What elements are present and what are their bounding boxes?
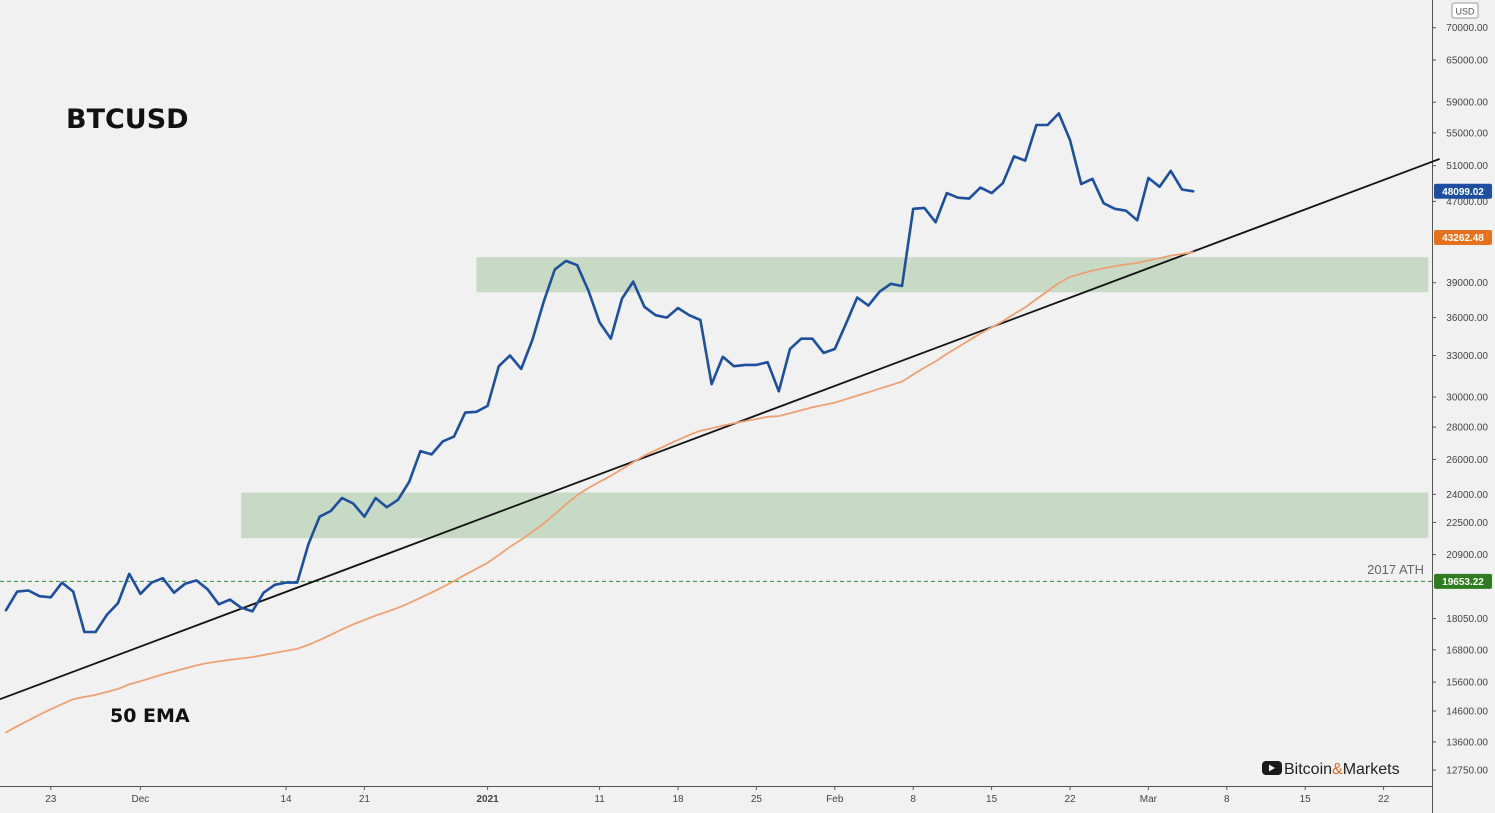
support-zones — [241, 257, 1429, 539]
price-tick-label: 24000.00 — [1446, 490, 1488, 501]
time-tick-label: 22 — [1064, 794, 1076, 805]
price-tick-label: 59000.00 — [1446, 98, 1488, 109]
price-tick-label: 30000.00 — [1446, 393, 1488, 404]
ema-label: 50 EMA — [110, 705, 190, 727]
time-tick-label: Feb — [826, 794, 844, 805]
price-tick-label: 55000.00 — [1446, 128, 1488, 139]
price-tick-label: 28000.00 — [1446, 423, 1488, 434]
symbol-title: BTCUSD — [66, 104, 189, 135]
ath-badge-label: 19653.22 — [1442, 577, 1484, 588]
play-triangle-icon — [1269, 764, 1275, 772]
time-axis-ticks: 23 Dec 14 21 2021 11 18 25 Feb 8 15 22 Mar 8 15 22 — [45, 786, 1390, 805]
plot-area[interactable] — [0, 0, 1432, 786]
time-tick-label: 8 — [1224, 794, 1230, 805]
support-zone-1[interactable] — [241, 492, 1429, 539]
currency-label: USD — [1455, 7, 1475, 17]
price-axis-ticks: 70000.00 65000.00 59000.00 55000.00 51000.00… — [1432, 23, 1488, 777]
price-tick-label: 39000.00 — [1446, 278, 1488, 289]
price-axis[interactable] — [1432, 0, 1495, 813]
price-tick-label: 26000.00 — [1446, 455, 1488, 466]
trendline[interactable] — [0, 158, 1440, 701]
currency-box[interactable]: USD — [1451, 2, 1479, 19]
price-tick-label: 70000.00 — [1446, 23, 1488, 34]
time-tick-label: 2021 — [476, 794, 499, 805]
price-tick-label: 47000.00 — [1446, 197, 1488, 208]
price-tick-label: 18050.00 — [1446, 614, 1488, 625]
time-tick-label: Mar — [1140, 794, 1158, 805]
time-tick-label: 8 — [910, 794, 916, 805]
time-tick-label: Dec — [132, 794, 150, 805]
trendline-group — [0, 158, 1440, 701]
price-tick-label: 51000.00 — [1446, 161, 1488, 172]
time-tick-label: 23 — [45, 794, 57, 805]
time-tick-label: 15 — [986, 794, 998, 805]
price-tick-label: 20900.00 — [1446, 550, 1488, 561]
price-tick-label: 33000.00 — [1446, 351, 1488, 362]
time-axis[interactable] — [0, 786, 1432, 813]
time-tick-label: 21 — [359, 794, 371, 805]
price-line[interactable] — [4, 112, 1195, 634]
support-zone-2[interactable] — [476, 257, 1429, 293]
price-tick-label: 36000.00 — [1446, 313, 1488, 324]
ema-badge[interactable]: 43262.48 — [1434, 229, 1492, 245]
time-tick-label: 25 — [751, 794, 763, 805]
price-series — [4, 112, 1195, 634]
time-tick-label: 14 — [280, 794, 292, 805]
price-tick-label: 13600.00 — [1446, 737, 1488, 748]
brand-name: Bitcoin&Markets — [1284, 761, 1400, 778]
brand-watermark: Bitcoin&Markets — [1262, 761, 1400, 778]
ema-line[interactable] — [5, 251, 1195, 734]
ema-badge-label: 43262.48 — [1442, 233, 1484, 244]
time-tick-label: 18 — [672, 794, 684, 805]
ath-badge[interactable]: 19653.22 — [1434, 573, 1492, 589]
price-tick-label: 15600.00 — [1446, 678, 1488, 689]
price-tick-label: 12750.00 — [1446, 766, 1488, 777]
time-tick-label: 11 — [594, 794, 605, 805]
price-tick-label: 65000.00 — [1446, 56, 1488, 67]
price-badge-label: 48099.02 — [1442, 187, 1484, 198]
time-tick-label: 15 — [1300, 794, 1312, 805]
price-tick-label: 16800.00 — [1446, 645, 1488, 656]
price-badges: 48099.02 43262.48 19653.22 — [1434, 183, 1492, 589]
price-tick-label: 14600.00 — [1446, 707, 1488, 718]
time-tick-label: 22 — [1378, 794, 1390, 805]
ath-label: 2017 ATH — [1367, 562, 1424, 577]
price-tick-label: 22500.00 — [1446, 518, 1488, 529]
ema-series — [5, 251, 1195, 734]
price-badge[interactable]: 48099.02 — [1434, 183, 1492, 199]
